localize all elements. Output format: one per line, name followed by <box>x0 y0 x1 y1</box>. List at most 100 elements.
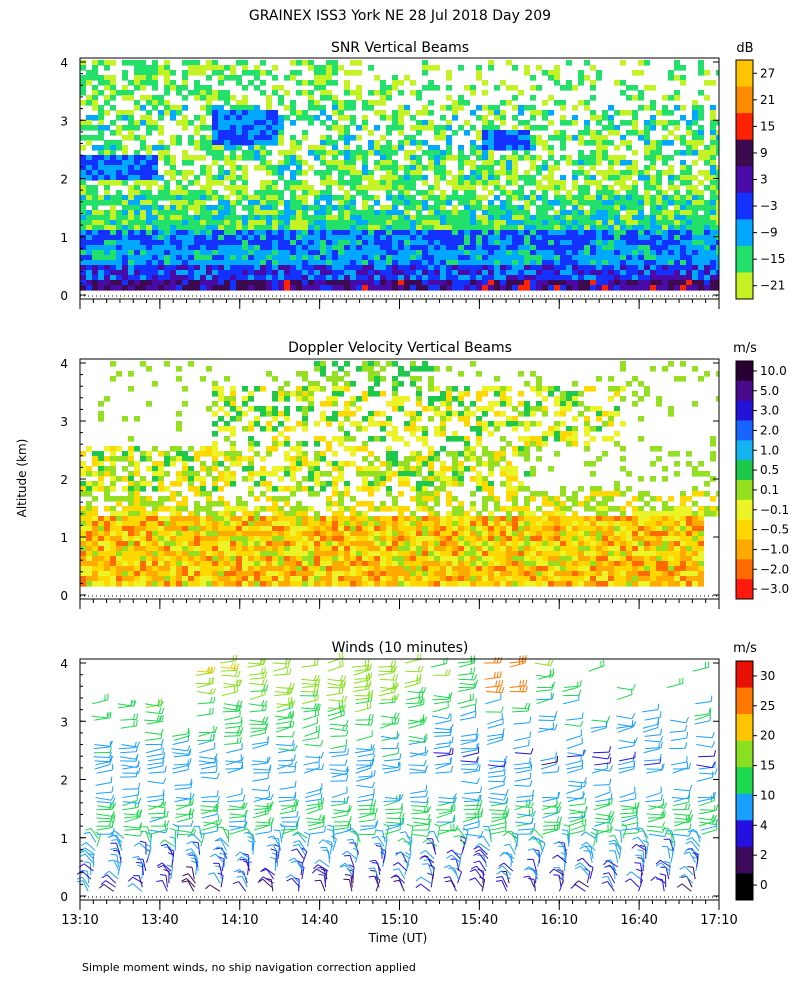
heatmap-cell <box>230 150 236 156</box>
heatmap-cell <box>704 285 710 291</box>
heatmap-cell <box>536 556 542 562</box>
heatmap-cell <box>80 461 86 467</box>
heatmap-cell <box>650 245 668 251</box>
heatmap-cell <box>608 130 620 136</box>
heatmap-cell <box>482 461 488 467</box>
heatmap-cell <box>584 406 590 412</box>
heatmap-cell <box>434 571 446 577</box>
heatmap-cell <box>320 160 326 166</box>
heatmap-cell <box>392 80 404 86</box>
heatmap-cell <box>314 270 320 276</box>
heatmap-cell <box>488 235 500 241</box>
heatmap-cell <box>482 421 488 427</box>
heatmap-cell <box>386 190 392 196</box>
heatmap-cell <box>398 536 404 542</box>
heatmap-cell <box>212 215 224 221</box>
heatmap-cell <box>200 556 206 562</box>
heatmap-cell <box>314 541 320 547</box>
heatmap-cell <box>446 526 452 532</box>
heatmap-cell <box>470 205 482 211</box>
heatmap-cell <box>566 280 578 286</box>
heatmap-cell <box>188 65 224 71</box>
heatmap-cell <box>350 516 356 522</box>
heatmap-cell <box>254 521 272 527</box>
heatmap-cell <box>314 441 320 447</box>
heatmap-cell <box>356 135 362 141</box>
heatmap-cell <box>278 285 284 291</box>
heatmap-cell <box>206 270 212 276</box>
heatmap-cell <box>110 90 116 96</box>
heatmap-cell <box>134 571 140 577</box>
heatmap-cell <box>116 516 122 522</box>
heatmap-cell <box>266 100 272 106</box>
heatmap-cell <box>470 516 476 522</box>
heatmap-cell <box>146 150 152 156</box>
heatmap-cell <box>206 180 224 186</box>
heatmap-cell <box>314 265 326 271</box>
heatmap-cell <box>362 165 368 171</box>
heatmap-cell <box>518 185 524 191</box>
heatmap-cell <box>242 556 248 562</box>
heatmap-cell <box>512 546 518 552</box>
heatmap-cell <box>566 215 572 221</box>
heatmap-cell <box>146 220 152 226</box>
heatmap-cell <box>650 210 662 216</box>
heatmap-cell <box>344 130 350 136</box>
heatmap-cell <box>302 180 308 186</box>
heatmap-cell <box>110 456 128 462</box>
heatmap-cell <box>218 556 224 562</box>
heatmap-cell <box>596 511 608 517</box>
heatmap-cell <box>686 250 692 256</box>
heatmap-cell <box>380 521 386 527</box>
heatmap-cell <box>578 80 584 86</box>
heatmap-cell <box>554 185 560 191</box>
colorbar-label: 21 <box>760 93 775 107</box>
heatmap-cell <box>530 165 536 171</box>
heatmap-cell <box>596 280 608 286</box>
heatmap-cell <box>626 270 638 276</box>
heatmap-cell <box>452 185 476 191</box>
heatmap-cell <box>86 556 92 562</box>
heatmap-cell <box>134 85 140 91</box>
heatmap-cell <box>656 175 662 181</box>
heatmap-cell <box>122 466 128 472</box>
heatmap-cell <box>506 275 518 281</box>
heatmap-cell <box>416 521 422 527</box>
heatmap-cell <box>236 285 248 291</box>
barb-flag <box>114 815 115 821</box>
heatmap-cell <box>506 60 512 66</box>
heatmap-cell <box>464 536 476 542</box>
heatmap-cell <box>536 215 554 221</box>
heatmap-cell <box>386 486 392 492</box>
heatmap-cell <box>152 581 158 587</box>
heatmap-cell <box>536 566 548 572</box>
heatmap-cell <box>632 401 638 407</box>
heatmap-cell <box>182 75 188 81</box>
heatmap-cell <box>248 581 254 587</box>
heatmap-cell <box>254 546 266 552</box>
heatmap-cell <box>326 481 332 487</box>
heatmap-cell <box>470 250 488 256</box>
heatmap-cell <box>302 516 308 522</box>
heatmap-cell <box>626 571 638 577</box>
heatmap-cell <box>386 155 392 161</box>
heatmap-cell <box>80 175 92 181</box>
heatmap-cell <box>644 255 656 261</box>
heatmap-cell <box>542 541 548 547</box>
heatmap-cell <box>422 546 428 552</box>
heatmap-cell <box>518 155 524 161</box>
heatmap-cell <box>608 280 614 286</box>
heatmap-cell <box>410 486 416 492</box>
heatmap-cell <box>158 100 164 106</box>
heatmap-cell <box>140 486 146 492</box>
heatmap-cell <box>638 230 644 236</box>
heatmap-cell <box>500 581 506 587</box>
heatmap-cell <box>416 546 422 552</box>
heatmap-cell <box>242 526 248 532</box>
heatmap-cell <box>458 516 464 522</box>
heatmap-cell <box>200 566 224 572</box>
heatmap-cell <box>332 571 344 577</box>
heatmap-cell <box>482 516 488 522</box>
heatmap-cell <box>314 195 320 201</box>
heatmap-cell <box>296 441 302 447</box>
